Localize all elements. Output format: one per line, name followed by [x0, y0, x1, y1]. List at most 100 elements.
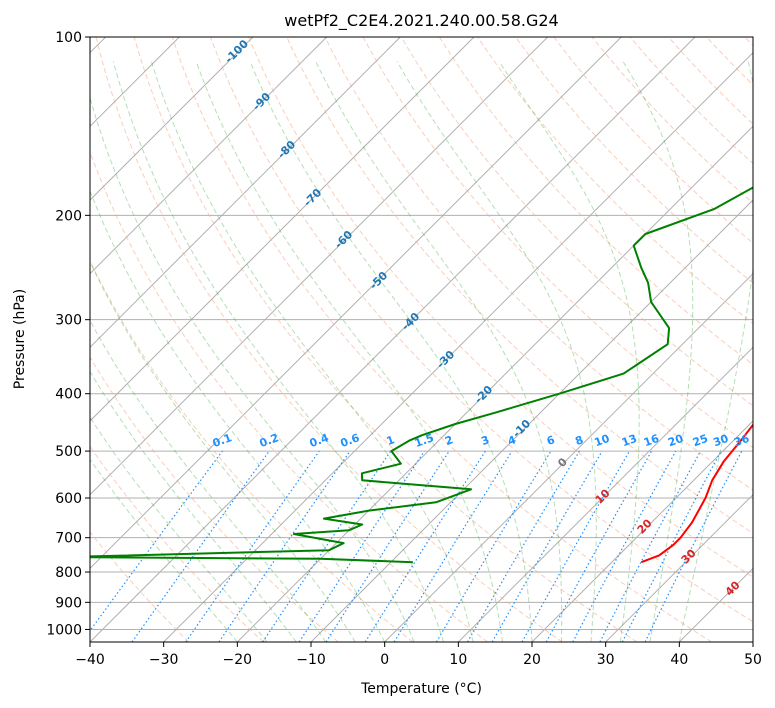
mixing-ratio-line — [572, 450, 677, 642]
mixing-ratio-label: 0.2 — [258, 431, 281, 450]
x-tick-label: 30 — [597, 652, 615, 668]
y-tick-label: 100 — [55, 30, 82, 46]
mixing-ratio-label: 20 — [666, 432, 685, 450]
y-tick-label: 400 — [55, 387, 82, 403]
isotherm-line — [384, 272, 753, 642]
y-tick-label: 800 — [55, 565, 82, 581]
y-tick-label: 900 — [55, 595, 82, 611]
moist-adiabat — [195, 61, 503, 642]
moist-adiabat — [315, 61, 563, 642]
dry-adiabat — [90, 259, 414, 642]
moist-adiabat — [150, 61, 474, 642]
isotherm-line — [90, 37, 254, 201]
mixing-ratio-label: 16 — [642, 432, 661, 450]
dry-adiabat — [400, 37, 753, 407]
y-tick-label: 200 — [55, 208, 82, 224]
mixing-ratio-label: 10 — [593, 432, 612, 450]
dry-adiabat — [324, 37, 753, 491]
y-tick-label: 500 — [55, 444, 82, 460]
moist-adiabat — [90, 96, 415, 642]
mixing-ratio-line — [545, 450, 653, 642]
isotherm-line — [531, 420, 753, 642]
moist-adiabat — [622, 61, 694, 642]
isotherm-line — [90, 37, 328, 275]
x-tick-label: 40 — [670, 652, 688, 668]
mixing-ratio-label: 0.6 — [339, 431, 362, 450]
moist-adiabat — [112, 61, 445, 642]
x-axis-title: Temperature (°C) — [360, 681, 482, 697]
dewpoint-profile — [90, 186, 753, 564]
mixing-ratio-label: 6 — [545, 433, 557, 448]
mixing-ratio-label: 4 — [506, 433, 518, 448]
mixing-ratio-label: 1.5 — [413, 431, 436, 450]
mixing-ratio-line — [90, 450, 223, 632]
mixing-ratio-line — [325, 450, 450, 642]
mixing-ratio-label: 13 — [620, 432, 639, 449]
x-tick-label: −20 — [223, 652, 253, 668]
y-tick-label: 600 — [55, 491, 82, 507]
temperature-profile — [640, 423, 753, 564]
moist-adiabat — [90, 260, 356, 642]
mixing-ratio-line — [298, 450, 425, 642]
mixing-ratio-label: 8 — [573, 433, 585, 448]
x-tick-label: 20 — [523, 652, 541, 668]
dry-adiabat — [438, 37, 753, 366]
moist-adiabat — [90, 319, 327, 642]
isotherm-line — [90, 37, 549, 496]
mixing-ratio-line — [644, 450, 743, 642]
dry-adiabat — [171, 37, 712, 642]
x-tick-label: −30 — [149, 652, 179, 668]
moist-adiabat — [396, 61, 597, 642]
axes: −40 −30 −20 −10 0 10 20 30 40 5010020030040050060… — [46, 30, 762, 668]
isotherm-line — [457, 346, 753, 642]
chart-title: wetPf2_C2E4.2021.240.00.58.G24 — [284, 11, 558, 31]
x-tick-label: 50 — [744, 652, 762, 668]
isotherm-line — [90, 37, 696, 642]
dry-adiabat — [248, 37, 753, 578]
dry-adiabat — [133, 37, 638, 642]
mixing-ratio-label: 0.4 — [308, 431, 331, 450]
isotherm-line — [605, 493, 753, 642]
x-tick-label: −40 — [75, 652, 105, 668]
mixing-ratio-line — [393, 450, 513, 642]
dry-adiabat — [90, 531, 190, 642]
mixing-ratio-label: 3 — [479, 433, 491, 448]
mixing-ratio-label: 30 — [711, 432, 730, 450]
dry-adiabat — [515, 37, 753, 284]
x-tick-label: 0 — [380, 652, 389, 668]
y-tick-label: 700 — [55, 531, 82, 547]
mixing-ratio-line — [521, 450, 631, 642]
isotherm-line — [90, 37, 401, 349]
moist-adiabat — [498, 61, 640, 642]
plot-frame — [89, 36, 754, 643]
isotherm-line — [90, 37, 475, 422]
moist-adiabat — [678, 61, 753, 642]
plot-area — [90, 37, 753, 642]
dry-adiabat — [90, 445, 264, 642]
mixing-ratio-label: 36 — [732, 432, 751, 450]
mixing-ratio-label: 1 — [385, 433, 397, 448]
mixing-ratio-label: 0.1 — [211, 431, 234, 450]
moist-adiabat — [90, 189, 386, 642]
x-tick-label: 10 — [449, 652, 467, 668]
dry-adiabat — [90, 356, 339, 642]
mixing-ratio-line — [262, 450, 392, 642]
dry-adiabat — [90, 150, 488, 642]
isotherm-line — [90, 37, 622, 570]
isotherm-line — [163, 51, 753, 642]
x-tick-label: −10 — [296, 652, 326, 668]
mixing-ratio-label: 2 — [443, 433, 455, 448]
mixing-ratio-line — [131, 450, 270, 642]
mixing-ratio-line — [185, 450, 320, 642]
y-tick-label: 1000 — [46, 622, 82, 638]
moist-adiabat — [90, 370, 297, 642]
dry-adiabat — [95, 37, 563, 642]
mixing-ratio-label: 25 — [691, 432, 710, 449]
y-axis-title: Pressure (hPa) — [12, 289, 28, 389]
moist-adiabat — [249, 61, 533, 642]
mixing-ratio-line — [218, 450, 351, 642]
dry-adiabat — [210, 37, 753, 623]
